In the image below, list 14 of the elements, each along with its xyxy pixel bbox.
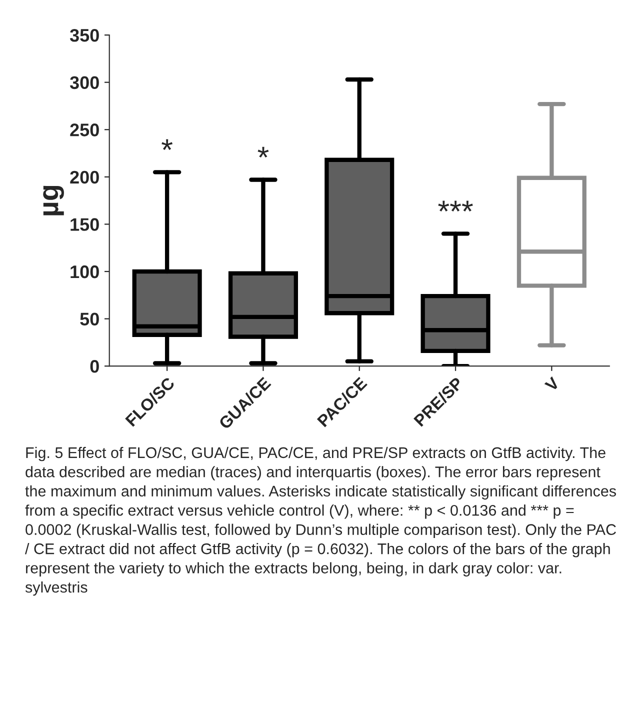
y-tick-label: 50	[80, 312, 99, 326]
y-tick-label: 150	[70, 218, 99, 231]
y-tick-label: 0	[90, 360, 99, 373]
caption: Fig. 5 Effect of FLO/SC, GUA/CE, PAC/CE, and PRE/SP extracts on GtfB activity. The data described are median (traces) and interquartis (boxes). The error bars represent the maximum and minimum values. Asterisks indicate statistically significant differences from a specific extract versus vehicle control (V), where: ** p < 0.0136 and *** p = 0.0002 (Kruskal-Wallis test, followed by Dunn’s multiple comparison test). Only the PAC / CE extract did not affect GtfB activity (p = 0.6032). The colors of the bars of the graph represent the variety to which the extracts belong, being, in dark gray color: var. sylvestris	[25, 446, 616, 596]
x-tick-label: V	[544, 376, 560, 392]
annotation: ***	[438, 200, 473, 212]
y-tick-label: 300	[70, 76, 99, 90]
y-tick-label: 100	[70, 265, 99, 278]
annotation: *	[162, 139, 173, 150]
annotation: *	[258, 146, 269, 158]
y-tick-label: 200	[70, 170, 99, 184]
y-tick-label: 250	[70, 124, 99, 136]
y-tick-label: 350	[70, 28, 99, 42]
y-axis-title: µg	[43, 186, 64, 216]
